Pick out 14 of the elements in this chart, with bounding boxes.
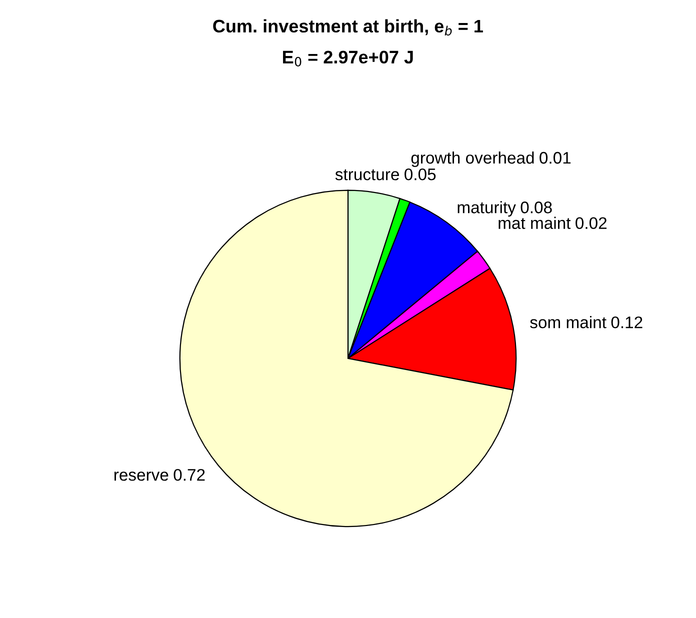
chart-title: Cum. investment at birth, e$_{b}$ = 1 (213, 19, 483, 36)
data-label: 0.01 (540, 152, 571, 164)
data-label: 0.12 (611, 316, 642, 328)
slice-label: growth overhead (411, 151, 534, 168)
slice-label: reserve (114, 472, 168, 481)
data-label: 0.02 (576, 217, 607, 230)
chart-subtitle: E$_{0}$ = 2.97e+07 J (283, 50, 413, 66)
data-label: 0.72 (174, 468, 205, 481)
slice-label: maturity (458, 201, 516, 217)
slice-label: som maint (530, 316, 606, 328)
data-label: 0.05 (404, 168, 436, 180)
data-label: 0.08 (520, 202, 552, 214)
slice-label: mat maint (498, 216, 571, 230)
slice-label: structure (335, 169, 399, 180)
